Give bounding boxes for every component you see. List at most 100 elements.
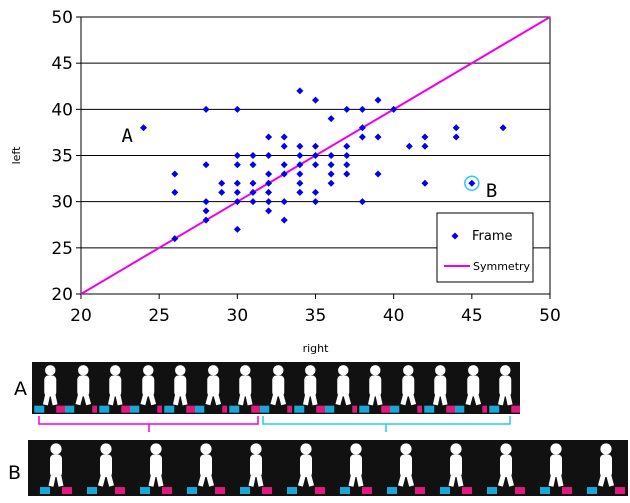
data-point [202, 216, 210, 224]
data-point [421, 179, 429, 187]
walking-silhouette-frame [229, 365, 262, 413]
data-point [358, 105, 366, 113]
walking-silhouette-frame [340, 443, 372, 495]
walking-silhouette-frame [389, 365, 428, 413]
strip-frame [28, 440, 78, 496]
legend-label-symmetry: Symmetry [473, 260, 531, 273]
strip-frame [487, 362, 520, 414]
y-tick-label: 45 [51, 54, 73, 74]
y-axis-label: left [10, 146, 23, 165]
x-axis-label: right [303, 342, 330, 355]
data-point [233, 198, 241, 206]
data-point [452, 124, 460, 132]
strip-frame [128, 440, 178, 496]
data-point [296, 179, 304, 187]
strip-frame [328, 440, 378, 496]
data-point [171, 170, 179, 178]
walking-silhouette-frame [359, 365, 392, 413]
y-tick-label: 20 [51, 285, 73, 305]
data-point [327, 152, 335, 159]
strip-frame [428, 440, 478, 496]
walking-silhouette-frame [187, 443, 225, 495]
data-point [265, 170, 273, 178]
data-point [312, 188, 319, 196]
data-point [280, 133, 288, 141]
strip-frame [578, 440, 628, 496]
data-point [265, 133, 273, 141]
strip-frame [162, 362, 197, 414]
y-tick-label: 50 [51, 8, 73, 28]
data-point [312, 96, 319, 104]
data-point [327, 115, 335, 123]
data-point [202, 105, 210, 113]
data-point [249, 152, 257, 159]
data-point [265, 207, 273, 215]
walking-silhouette-frame [63, 365, 102, 413]
data-point [312, 198, 319, 206]
data-point [140, 124, 148, 132]
x-tick-label: 50 [539, 306, 561, 326]
data-point [343, 142, 351, 150]
data-point [296, 142, 304, 150]
walking-silhouette-frame [487, 443, 525, 495]
data-point [312, 152, 319, 159]
annotation-b: B [486, 180, 497, 202]
data-point [218, 188, 226, 196]
strip-frame [78, 440, 128, 496]
data-point [421, 133, 429, 141]
strip-frame [278, 440, 328, 496]
y-tick-label: 35 [51, 147, 73, 167]
strip-label-a: A [14, 378, 27, 400]
data-point [296, 87, 304, 95]
data-point [468, 179, 476, 187]
x-tick-label: 40 [383, 306, 405, 326]
walking-silhouette-frame [258, 365, 297, 413]
data-point [374, 96, 382, 104]
walking-silhouette-frame [324, 365, 363, 413]
walking-silhouette-frame [489, 365, 520, 413]
data-point [265, 152, 273, 159]
strip-frame [378, 440, 428, 496]
data-point [218, 179, 226, 187]
data-point [358, 198, 366, 206]
data-point [265, 198, 273, 206]
data-point [374, 170, 382, 178]
annotation-a: A [122, 125, 134, 147]
walking-silhouette-frame [587, 443, 625, 495]
walking-silhouette-frame [287, 443, 325, 495]
data-point [171, 235, 179, 243]
data-point [312, 161, 319, 169]
x-tick-label: 35 [305, 306, 327, 326]
data-point [280, 216, 288, 224]
strip-frame [193, 362, 232, 414]
strip-frame [63, 362, 102, 414]
data-point [233, 105, 241, 113]
data-point [296, 188, 304, 196]
strip-frame [128, 362, 167, 414]
strip-frame [32, 362, 67, 414]
bracket-second-half [262, 416, 511, 432]
x-tick-label: 20 [70, 306, 92, 326]
data-point [280, 198, 288, 206]
y-tick-label: 40 [51, 100, 73, 120]
walking-silhouette-frame [193, 365, 232, 413]
walking-silhouette-frame [34, 365, 67, 413]
strip-frame [478, 440, 528, 496]
data-point [312, 142, 319, 150]
legend-box [436, 212, 534, 283]
walking-silhouette-frame [424, 365, 457, 413]
data-point [280, 142, 288, 150]
strip-frame [178, 440, 228, 496]
walking-silhouette-frame [540, 443, 572, 495]
data-point [265, 188, 273, 196]
data-point [374, 133, 382, 141]
strip-frame [324, 362, 363, 414]
data-point [249, 188, 257, 196]
y-tick-label: 25 [51, 239, 73, 259]
walking-strip-b [28, 440, 628, 496]
data-point [358, 124, 366, 132]
strip-frame [528, 440, 578, 496]
data-point [280, 161, 288, 169]
data-point [343, 105, 351, 113]
strip-label-b: B [8, 462, 22, 484]
